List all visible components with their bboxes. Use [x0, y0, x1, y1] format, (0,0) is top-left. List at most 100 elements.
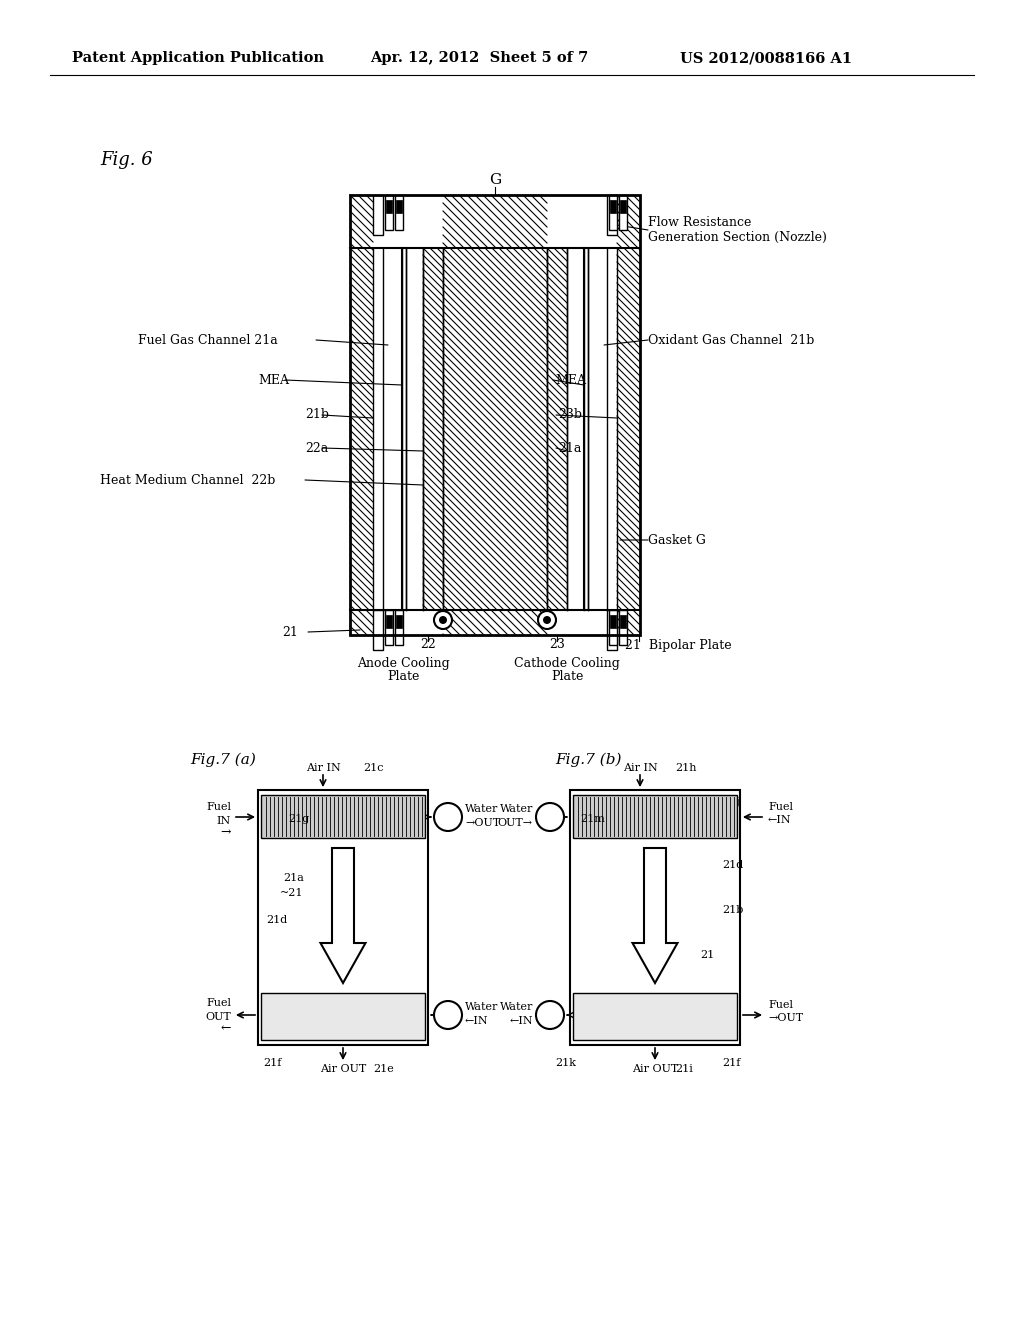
Polygon shape	[321, 847, 366, 983]
Polygon shape	[609, 610, 617, 645]
Text: 22a: 22a	[305, 441, 329, 454]
Text: 21k: 21k	[555, 1059, 575, 1068]
Text: 23b: 23b	[558, 408, 582, 421]
Text: Anode Cooling: Anode Cooling	[356, 656, 450, 669]
Text: Air OUT: Air OUT	[632, 1064, 678, 1074]
Polygon shape	[610, 201, 616, 213]
Text: Fig.7 (b): Fig.7 (b)	[555, 752, 622, 767]
Text: 21: 21	[700, 950, 715, 960]
Text: 21e: 21e	[373, 1064, 394, 1074]
Text: ←IN: ←IN	[465, 1016, 488, 1026]
Text: US 2012/0088166 A1: US 2012/0088166 A1	[680, 51, 852, 65]
Text: Apr. 12, 2012  Sheet 5 of 7: Apr. 12, 2012 Sheet 5 of 7	[370, 51, 588, 65]
Text: Water: Water	[465, 1002, 499, 1012]
Text: Air IN: Air IN	[305, 763, 340, 774]
Text: ←IN: ←IN	[509, 1016, 534, 1026]
Circle shape	[439, 616, 447, 624]
Text: Fuel: Fuel	[768, 1001, 793, 1010]
Text: Plate: Plate	[387, 671, 419, 684]
Polygon shape	[261, 795, 425, 838]
Text: 21d: 21d	[722, 861, 743, 870]
Text: 21f: 21f	[722, 1059, 740, 1068]
Polygon shape	[607, 195, 617, 235]
Text: Fuel: Fuel	[768, 803, 793, 812]
Polygon shape	[620, 201, 626, 213]
Text: Fuel Gas Channel 21a: Fuel Gas Channel 21a	[138, 334, 278, 346]
Polygon shape	[607, 610, 617, 649]
Circle shape	[536, 803, 564, 832]
Polygon shape	[386, 615, 392, 628]
Polygon shape	[386, 201, 392, 213]
Polygon shape	[609, 195, 617, 230]
Text: 21m: 21m	[580, 814, 605, 824]
Text: OUT→: OUT→	[498, 818, 534, 828]
Text: Water: Water	[500, 1002, 534, 1012]
Text: →OUT: →OUT	[465, 818, 500, 828]
Text: ←IN: ←IN	[768, 814, 792, 825]
Text: Heat Medium Channel  22b: Heat Medium Channel 22b	[100, 474, 275, 487]
Polygon shape	[573, 993, 737, 1040]
Text: 21  Bipolar Plate: 21 Bipolar Plate	[625, 639, 731, 652]
Polygon shape	[395, 610, 403, 645]
Circle shape	[434, 803, 462, 832]
Text: IN: IN	[217, 816, 231, 826]
Text: Air IN: Air IN	[623, 763, 657, 774]
Text: 21h: 21h	[675, 763, 696, 774]
Text: Fuel: Fuel	[206, 803, 231, 812]
Text: MEA: MEA	[258, 374, 289, 387]
Text: Cathode Cooling: Cathode Cooling	[514, 656, 620, 669]
Polygon shape	[573, 795, 737, 838]
Polygon shape	[633, 847, 678, 983]
Polygon shape	[618, 610, 627, 645]
Text: →: →	[220, 825, 231, 838]
Text: Plate: Plate	[551, 671, 584, 684]
Polygon shape	[570, 789, 740, 1045]
Text: Patent Application Publication: Patent Application Publication	[72, 51, 324, 65]
Text: 21b: 21b	[722, 906, 743, 915]
Circle shape	[538, 611, 556, 630]
Text: 21g: 21g	[288, 814, 309, 824]
Polygon shape	[618, 195, 627, 230]
Polygon shape	[385, 195, 393, 230]
Text: 21a: 21a	[558, 441, 582, 454]
Text: 21d: 21d	[266, 915, 288, 925]
Text: Flow Resistance: Flow Resistance	[648, 215, 752, 228]
Text: Fig.7 (a): Fig.7 (a)	[190, 752, 256, 767]
Text: 21: 21	[282, 626, 298, 639]
Polygon shape	[396, 201, 402, 213]
Polygon shape	[396, 615, 402, 628]
Text: 21b: 21b	[305, 408, 329, 421]
Text: 23: 23	[549, 639, 565, 652]
Polygon shape	[395, 195, 403, 230]
Text: Generation Section (Nozzle): Generation Section (Nozzle)	[648, 231, 826, 243]
Text: Air OUT: Air OUT	[319, 1064, 367, 1074]
Text: 21i: 21i	[675, 1064, 693, 1074]
Circle shape	[543, 616, 551, 624]
Circle shape	[434, 611, 452, 630]
Circle shape	[434, 1001, 462, 1030]
Polygon shape	[373, 610, 383, 649]
Text: G: G	[488, 173, 501, 187]
Polygon shape	[620, 615, 626, 628]
Text: 21c: 21c	[362, 763, 384, 774]
Polygon shape	[258, 789, 428, 1045]
Text: 21f: 21f	[263, 1059, 282, 1068]
Text: 22: 22	[420, 639, 436, 652]
Polygon shape	[373, 195, 383, 235]
Polygon shape	[610, 615, 616, 628]
Text: OUT: OUT	[205, 1012, 231, 1022]
Text: →OUT: →OUT	[768, 1012, 803, 1023]
Text: Fuel: Fuel	[206, 998, 231, 1008]
Polygon shape	[385, 610, 393, 645]
Polygon shape	[261, 993, 425, 1040]
Text: Water: Water	[500, 804, 534, 814]
Text: ~21: ~21	[280, 888, 303, 898]
Text: 21a: 21a	[283, 873, 304, 883]
Text: ←: ←	[220, 1022, 231, 1035]
Text: Water: Water	[465, 804, 499, 814]
Circle shape	[536, 1001, 564, 1030]
Text: Gasket G: Gasket G	[648, 533, 706, 546]
Text: Oxidant Gas Channel  21b: Oxidant Gas Channel 21b	[648, 334, 814, 346]
Text: MEA: MEA	[555, 374, 586, 387]
Text: Fig. 6: Fig. 6	[100, 150, 153, 169]
